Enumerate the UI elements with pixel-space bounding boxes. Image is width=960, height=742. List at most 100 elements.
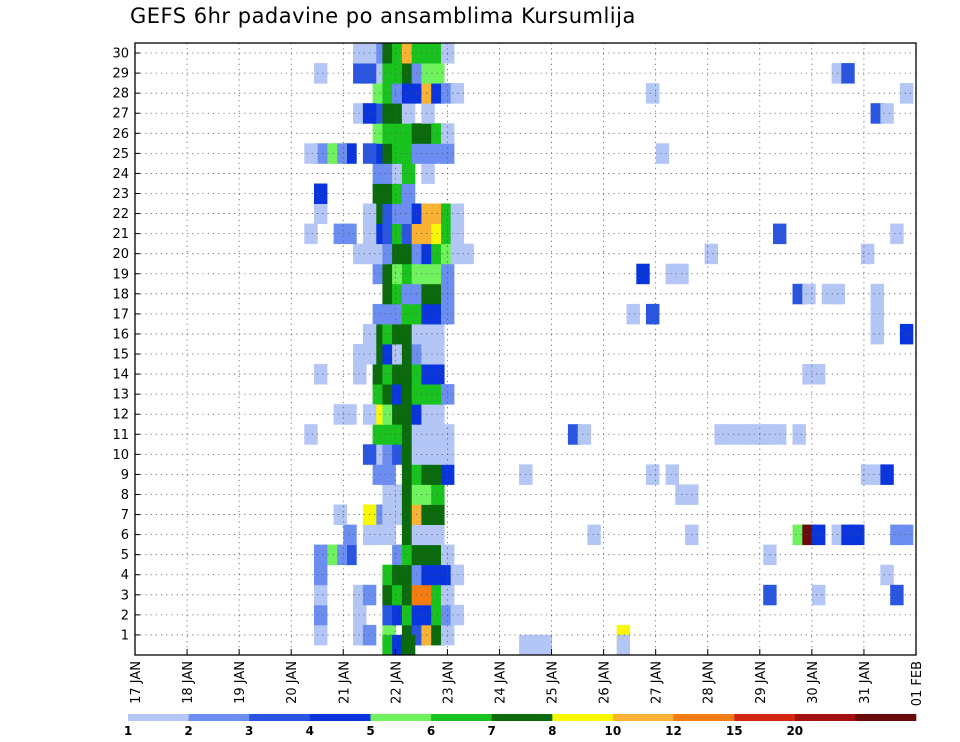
heatmap-cell [401,163,416,184]
colorbar-label: 7 [488,724,496,738]
heatmap-cell [812,524,826,546]
heatmap-cell [314,63,328,84]
y-tick-label: 11 [112,428,129,443]
heatmap-cell [431,364,445,385]
heatmap-cell [812,584,826,606]
heatmap-cell [304,424,318,445]
heatmap-cell [626,303,640,325]
heatmap-cell [431,404,445,425]
heatmap-cell [577,424,592,445]
y-tick-label: 28 [112,87,129,102]
x-tick-label: 31 JAN [858,661,873,704]
grid-lines [135,43,916,655]
colorbar: 1 2 3 4 5 6 7 8 10 12 15 20 [124,714,917,738]
colorbar-swatch [491,714,553,721]
heatmap-cell [860,243,875,265]
y-tick-label: 19 [112,267,129,282]
colorbar-swatch [128,714,189,721]
heatmap-cell [870,323,884,345]
heatmap-cell [333,223,347,245]
heatmap-cell [314,544,328,566]
colorbar-label: 4 [306,724,314,738]
heatmap-cell [431,484,445,505]
x-axis-ticks: 17 JAN 18 JAN 19 JAN 20 JAN 21 JAN 22 JAN 23 J… [129,649,925,706]
y-tick-label: 7 [121,508,129,523]
x-tick-label: 26 JAN [598,661,613,704]
heatmap-cell [401,103,416,124]
heatmap-cell [304,223,318,245]
y-tick-label: 26 [112,127,129,142]
heatmap-cell [704,243,718,265]
y-tick-label: 17 [112,307,129,322]
y-tick-label: 5 [121,548,129,563]
y-tick-label: 4 [121,568,129,583]
y-tick-label: 13 [112,388,129,403]
heatmap-cell [431,504,445,525]
colorbar-label: 10 [605,724,622,738]
x-tick-label: 17 JAN [129,661,144,704]
heatmap-cell [890,584,904,606]
colorbar-label: 5 [366,724,374,738]
colorbar-swatch [370,714,432,721]
heatmap-cell [314,584,328,606]
heatmap-cell [314,203,328,224]
y-tick-label: 6 [121,528,129,543]
heatmap-cell [655,143,670,164]
x-tick-label: 18 JAN [181,661,196,704]
heatmap-cell [401,183,416,204]
heatmap-cell [812,364,826,385]
plot-frame [134,42,917,656]
y-tick-label: 12 [112,408,129,423]
heatmap-cell [636,263,650,285]
x-tick-label: 21 JAN [337,661,352,704]
y-tick-label: 22 [112,207,129,222]
y-tick-label: 25 [112,147,129,162]
colorbar-swatch [552,714,614,721]
heatmap-cell [773,424,787,445]
chart-title: GEFS 6hr padavine po ansamblima Kursumli… [130,4,636,28]
y-tick-label: 27 [112,107,129,122]
y-tick-label: 8 [121,488,129,503]
colorbar-swatch [309,714,371,721]
heatmap-cell [401,634,416,656]
x-tick-label: 19 JAN [233,661,248,704]
heatmap-cell [899,524,914,546]
colorbar-swatch [855,714,917,721]
heatmap-cell [616,634,631,656]
heatmap-cell [343,524,357,546]
heatmap-cell [880,464,894,485]
colorbar-swatch [188,714,250,721]
x-tick-label: 23 JAN [441,661,456,704]
heatmap-cell [870,283,884,305]
colorbar-label: 12 [665,724,682,738]
heatmap-cell [421,103,435,124]
x-tick-label: 28 JAN [702,661,717,704]
colorbar-label: 8 [548,724,556,738]
y-tick-label: 24 [112,167,129,182]
heatmap-cell [314,564,328,586]
heatmap-cell [333,504,347,525]
y-tick-label: 15 [112,348,129,363]
y-tick-label: 16 [112,327,129,342]
heatmap-cell [646,303,660,325]
heatmap-cell [792,424,806,445]
heatmap-cell [431,63,445,84]
heatmap-cell [460,243,474,265]
heatmap-cell [587,524,601,546]
y-tick-label: 2 [121,608,129,623]
heatmap-cell [646,464,660,485]
colorbar-swatch [612,714,674,721]
colorbar-swatch [734,714,796,721]
heatmap-cell [304,143,318,164]
y-tick-label: 30 [112,47,129,62]
colorbar-label: 20 [786,724,803,738]
heatmap-cell [314,364,328,385]
heatmap-cell [831,283,845,305]
y-tick-label: 18 [112,287,129,302]
y-tick-label: 10 [112,448,129,463]
y-tick-label: 3 [121,588,129,603]
heatmap-cell [431,323,445,345]
heatmap-cell [333,404,347,425]
colorbar-label: 15 [726,724,743,738]
y-tick-label: 29 [112,67,129,82]
